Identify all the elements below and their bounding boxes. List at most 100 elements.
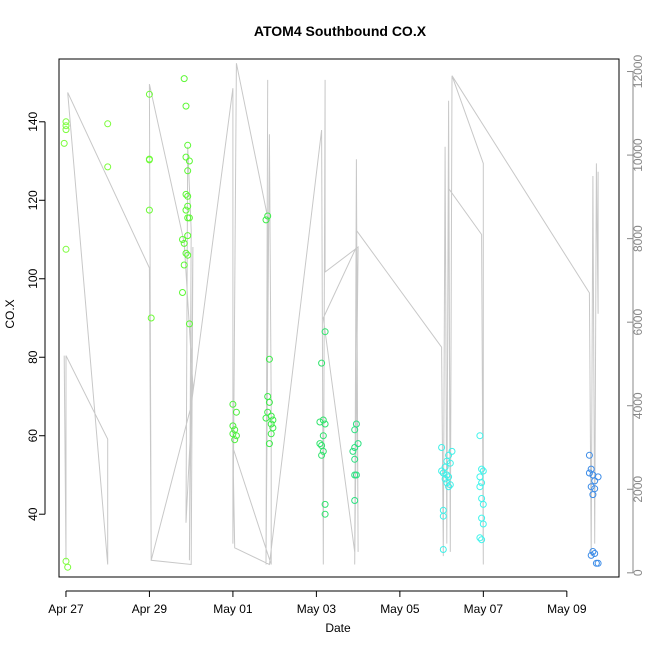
data-point — [182, 249, 190, 257]
data-point — [478, 465, 486, 473]
data-point — [267, 420, 275, 428]
data-point — [229, 400, 237, 408]
data-point — [185, 157, 193, 165]
data-point — [445, 483, 453, 491]
x-tick-label: May 09 — [547, 602, 587, 616]
y-tick-label: 40 — [26, 507, 40, 521]
data-point — [232, 432, 240, 440]
data-point — [62, 118, 70, 126]
data-point — [351, 455, 359, 463]
data-point — [479, 500, 487, 508]
x-tick-label: May 07 — [464, 602, 504, 616]
data-point — [180, 261, 188, 269]
right-y-axis: 0 2000 4000 6000 8000 10000 12000 — [627, 55, 645, 576]
y2-tick-label: 8000 — [631, 225, 645, 252]
data-point — [185, 214, 193, 222]
data-point — [318, 451, 326, 459]
data-point — [64, 563, 72, 571]
data-point — [318, 359, 326, 367]
y-tick-label: 140 — [26, 111, 40, 131]
x-tick-label: Apr 29 — [132, 602, 168, 616]
data-point — [60, 139, 68, 147]
data-point — [262, 414, 270, 422]
data-point — [476, 473, 484, 481]
data-point — [62, 122, 70, 130]
data-point — [594, 559, 602, 567]
data-point — [321, 500, 329, 508]
data-point — [185, 320, 193, 328]
data-point — [184, 167, 192, 175]
data-point — [182, 190, 190, 198]
data-point — [265, 355, 273, 363]
y-tick-label: 120 — [26, 190, 40, 210]
data-point — [591, 550, 599, 557]
y-tick-label: 100 — [26, 268, 40, 288]
data-point — [585, 469, 593, 477]
data-point — [145, 206, 153, 214]
data-point — [589, 548, 597, 555]
data-point — [184, 232, 192, 240]
y2-tick-label: 12000 — [631, 55, 645, 89]
x-axis-label: Date — [325, 621, 351, 635]
data-point — [321, 510, 329, 518]
chart-title: ATOM4 Southbound CO.X — [254, 23, 427, 39]
data-point — [476, 432, 484, 440]
data-point — [448, 447, 456, 455]
data-points — [60, 75, 602, 571]
data-point — [478, 536, 486, 544]
data-point — [587, 551, 595, 559]
data-point — [446, 481, 454, 489]
data-point — [438, 467, 446, 475]
data-point — [265, 398, 273, 406]
data-point — [591, 477, 599, 485]
data-point — [180, 75, 188, 83]
data-point — [184, 202, 192, 210]
data-point — [439, 546, 447, 553]
y2-tick-label: 0 — [631, 569, 645, 576]
data-point — [354, 440, 362, 448]
data-point — [231, 436, 239, 444]
data-point — [441, 475, 449, 483]
right-axis-line-series — [63, 63, 599, 566]
y-axis: 40 60 80 100 120 140 — [26, 111, 46, 521]
data-point — [262, 216, 270, 224]
data-point — [319, 416, 327, 424]
data-point — [145, 90, 153, 98]
data-point — [184, 141, 192, 149]
data-point — [476, 483, 484, 491]
data-point — [182, 102, 190, 110]
data-point — [184, 192, 192, 200]
data-point — [229, 422, 237, 430]
data-point — [446, 459, 454, 467]
data-point — [104, 120, 112, 128]
data-point — [349, 447, 357, 455]
y2-tick-label: 4000 — [631, 392, 645, 419]
data-point — [62, 245, 70, 253]
data-point — [351, 444, 359, 451]
data-point — [585, 451, 593, 459]
y-tick-label: 80 — [26, 350, 40, 364]
data-point — [478, 479, 486, 487]
y2-tick-label: 6000 — [631, 309, 645, 336]
data-point — [319, 447, 327, 455]
data-point — [264, 212, 272, 220]
x-tick-label: May 01 — [213, 602, 253, 616]
data-point — [476, 534, 484, 542]
data-point — [443, 471, 451, 479]
data-point — [479, 467, 487, 475]
data-point — [145, 156, 153, 164]
y-tick-label: 60 — [26, 429, 40, 443]
data-point — [316, 440, 324, 448]
data-point — [182, 206, 190, 214]
data-point — [180, 239, 188, 247]
data-point — [321, 328, 329, 336]
data-point — [179, 236, 186, 243]
data-point — [443, 479, 451, 487]
data-point — [439, 512, 447, 520]
x-tick-label: May 05 — [380, 602, 420, 616]
data-point — [594, 473, 602, 481]
data-point — [351, 426, 359, 434]
data-point — [104, 163, 112, 171]
data-point — [479, 520, 487, 528]
